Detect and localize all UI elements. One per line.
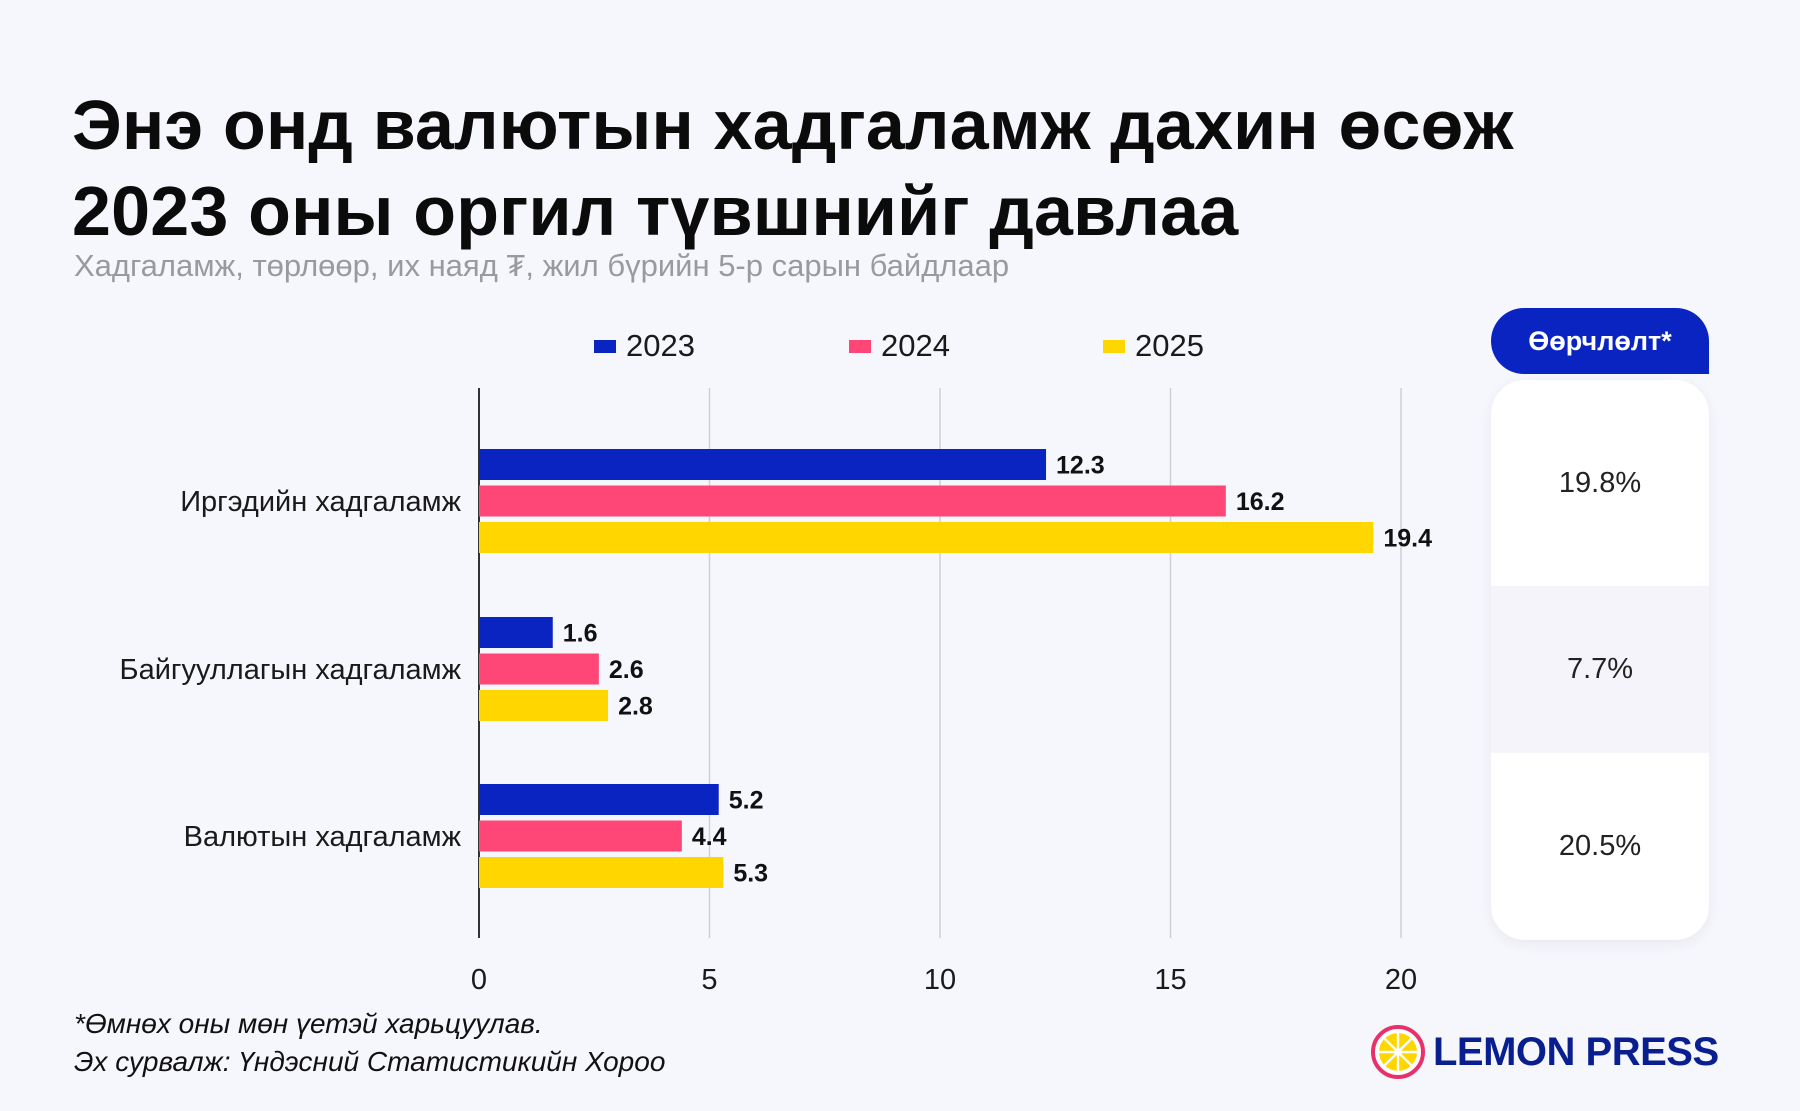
category-label: Иргэдийн хадгаламж: [180, 486, 461, 518]
legend-label: 2023: [626, 328, 695, 363]
legend-swatch: [849, 339, 871, 353]
bar: [479, 820, 682, 852]
chart-legend: 2023 2024 2025: [0, 328, 1400, 368]
bar-value-label: 16.2: [1236, 488, 1285, 516]
bar: [479, 617, 553, 648]
legend-item: 2023: [594, 328, 695, 364]
bar-value-label: 2.6: [609, 656, 644, 684]
bar-value-label: 4.4: [692, 823, 727, 851]
change-panel-header: Өөрчлөлт*: [1491, 308, 1709, 374]
brand-logo: LEMON PRESS: [1371, 1024, 1719, 1080]
bar: [479, 690, 609, 721]
x-tick-label: 10: [924, 964, 956, 996]
x-tick-label: 0: [471, 964, 487, 996]
bar-value-label: 12.3: [1056, 452, 1105, 480]
bar: [479, 784, 719, 815]
title-line-1: Энэ онд валютын хадгаламж дахин өсөж: [72, 86, 1514, 164]
footnote-source: Эх сурвалж: Үндэсний Статистикийн Хороо: [74, 1046, 666, 1077]
footnote: *Өмнөх оны мөн үетэй харьцуулав. Эх сурв…: [74, 1005, 665, 1081]
bar: [479, 485, 1226, 517]
lemon-slice-icon: [1371, 1025, 1425, 1079]
legend-label: 2024: [881, 328, 950, 363]
bar-value-label: 19.4: [1383, 525, 1432, 553]
legend-swatch: [594, 339, 616, 353]
change-value: 7.7%: [1491, 586, 1709, 753]
bar-value-label: 5.3: [733, 860, 768, 888]
legend-item: 2025: [1103, 328, 1204, 364]
bar: [479, 522, 1374, 553]
category-label: Валютын хадгаламж: [184, 821, 462, 853]
category-label: Байгууллагын хадгаламж: [120, 654, 462, 686]
x-tick-label: 20: [1385, 964, 1417, 996]
bar: [479, 857, 724, 888]
legend-item: 2024: [849, 328, 950, 364]
x-tick-label: 15: [1154, 964, 1186, 996]
bar: [479, 449, 1047, 480]
brand-name: LEMON PRESS: [1433, 1029, 1719, 1074]
title-line-2: 2023 оны оргил түвшнийг давлаа: [72, 172, 1239, 250]
bar-value-label: 1.6: [563, 620, 598, 648]
page-title: Энэ онд валютын хадгаламж дахин өсөж 202…: [72, 82, 1632, 254]
footnote-note: *Өмнөх оны мөн үетэй харьцуулав.: [74, 1008, 543, 1039]
bar-value-label: 5.2: [729, 787, 764, 815]
change-panel: 19.8% 7.7% 20.5%: [1491, 380, 1709, 940]
legend-swatch: [1103, 339, 1125, 353]
change-value: 19.8%: [1558, 466, 1642, 499]
change-value: 20.5%: [1558, 830, 1642, 862]
x-tick-label: 5: [701, 964, 717, 996]
chart-subtitle: Хадгаламж, төрлөөр, их наяд ₮, жил бүрий…: [74, 248, 1010, 283]
bar-value-label: 2.8: [618, 693, 653, 721]
legend-label: 2025: [1135, 328, 1204, 363]
bar: [479, 653, 599, 685]
